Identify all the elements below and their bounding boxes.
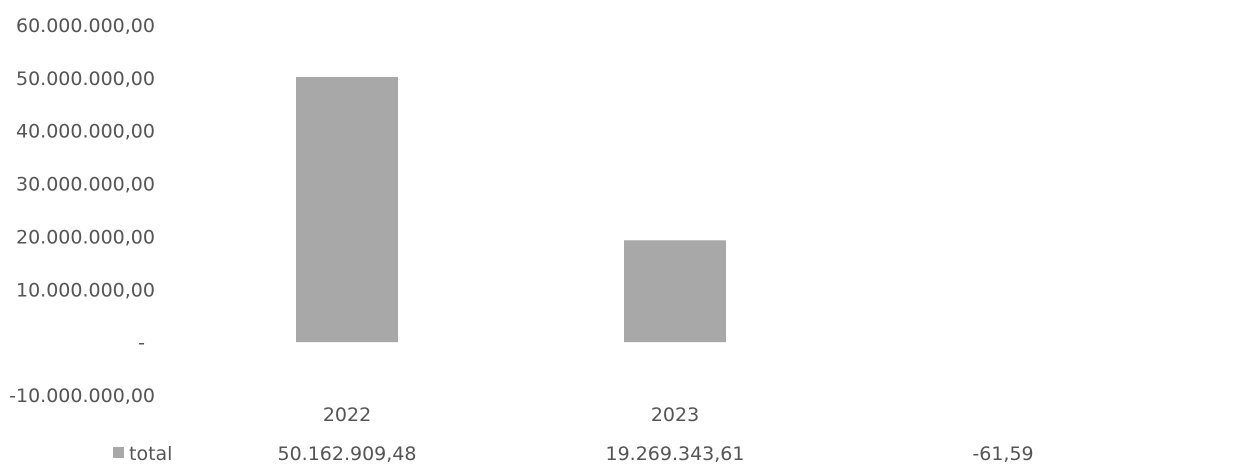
- y-tick-label: 30.000.000,00: [16, 174, 155, 196]
- legend-label: total: [129, 443, 172, 465]
- bar: [296, 76, 398, 343]
- y-axis: 60.000.000,00 50.000.000,00 40.000.000,00 3…: [9, 15, 155, 407]
- x-category-label: 2023: [651, 404, 699, 426]
- y-tick-label: -10.000.000,00: [9, 385, 155, 407]
- y-tick-label: -: [138, 332, 145, 354]
- x-axis: 2022 2023: [323, 404, 699, 426]
- legend-swatch: [113, 447, 124, 458]
- data-table: total 50.162.909,48 19.269.343,61 -61,59: [113, 443, 1034, 465]
- data-table-value: 50.162.909,48: [277, 443, 416, 465]
- y-tick-label: 10.000.000,00: [16, 279, 155, 301]
- data-table-value: -61,59: [972, 443, 1033, 465]
- y-tick-label: 40.000.000,00: [16, 121, 155, 143]
- bars: [296, 76, 1054, 343]
- data-table-value: 19.269.343,61: [605, 443, 744, 465]
- y-tick-label: 60.000.000,00: [16, 15, 155, 37]
- y-tick-label: 20.000.000,00: [16, 226, 155, 248]
- x-category-label: 2022: [323, 404, 371, 426]
- bar: [624, 240, 726, 343]
- y-tick-label: 50.000.000,00: [16, 68, 155, 90]
